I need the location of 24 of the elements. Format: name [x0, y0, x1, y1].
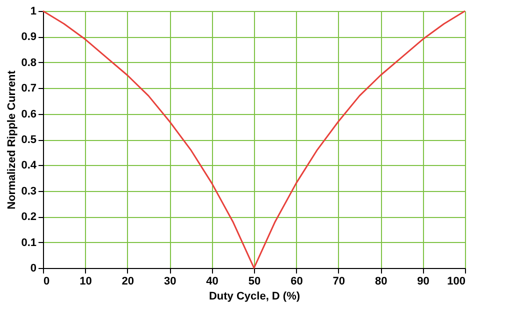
- x-tick-label: 20: [122, 276, 134, 288]
- x-tick-label: 80: [374, 276, 388, 288]
- y-axis-title: Normalized Ripple Current: [6, 70, 18, 210]
- x-tick-label: 40: [206, 276, 218, 288]
- x-tick-label: 70: [332, 276, 346, 288]
- x-tick-label: 100: [447, 276, 466, 288]
- y-tick-label: 0.6: [21, 108, 36, 120]
- x-tick-label: 90: [417, 276, 430, 288]
- y-tick-label: 0.9: [21, 31, 36, 44]
- y-tick-label: 0.5: [21, 134, 36, 146]
- y-tick-label: 0.1: [21, 236, 36, 249]
- y-tick-label: 0.7: [21, 82, 36, 95]
- y-tick-label: 0: [30, 262, 36, 274]
- y-tick-label: 1: [30, 6, 36, 18]
- x-tick-label: 0: [44, 276, 50, 288]
- y-tick-label: 0.3: [21, 185, 36, 198]
- x-tick-label: 10: [80, 276, 92, 288]
- x-tick-label: 50: [248, 276, 261, 288]
- y-tick-label: 0.8: [21, 56, 36, 69]
- y-tick-label: 0.4: [21, 160, 38, 172]
- y-tick-label: 0.2: [21, 211, 36, 224]
- x-tick-label: 30: [164, 276, 176, 288]
- x-axis-title: Duty Cycle, D (%): [208, 290, 300, 302]
- x-tick-label: 60: [290, 276, 303, 288]
